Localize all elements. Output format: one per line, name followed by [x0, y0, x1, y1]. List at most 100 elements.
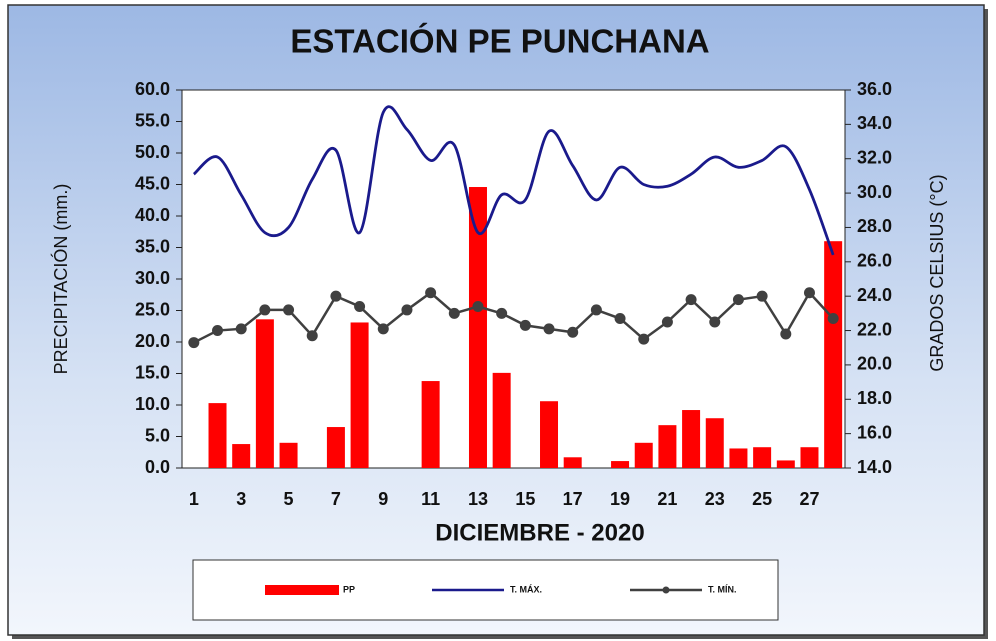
- y-tick-label: 55.0: [135, 110, 170, 130]
- x-tick-label: 13: [468, 489, 488, 509]
- chart-title: ESTACIÓN PE PUNCHANA: [290, 23, 709, 60]
- y-tick-label: 20.0: [135, 331, 170, 351]
- y-axis-label: PRECIPITACIÓN (mm.): [50, 184, 71, 375]
- y2-tick-label: 20.0: [857, 354, 892, 374]
- x-tick-label: 25: [752, 489, 772, 509]
- y2-tick-label: 28.0: [857, 216, 892, 236]
- bar: [421, 381, 440, 468]
- y-tick-label: 15.0: [135, 362, 170, 382]
- marker: [590, 304, 602, 316]
- marker: [803, 287, 815, 299]
- marker: [235, 323, 247, 335]
- bar: [611, 461, 630, 468]
- marker: [188, 337, 200, 349]
- x-axis-label: DICIEMBRE - 2020: [435, 519, 644, 546]
- y2-tick-label: 26.0: [857, 251, 892, 271]
- marker: [827, 313, 839, 325]
- y2-tick-label: 24.0: [857, 285, 892, 305]
- y2-tick-label: 18.0: [857, 388, 892, 408]
- marker: [354, 300, 366, 312]
- x-tick-label: 11: [421, 489, 440, 509]
- y-tick-label: 45.0: [135, 173, 170, 193]
- y-tick-label: 10.0: [135, 394, 170, 414]
- bar: [705, 418, 724, 468]
- bar: [208, 403, 227, 468]
- marker: [283, 304, 295, 316]
- y-tick-label: 60.0: [135, 79, 170, 99]
- bar: [658, 425, 677, 468]
- y-tick-label: 40.0: [135, 205, 170, 225]
- legend-label: T. MÍN.: [708, 584, 737, 594]
- legend-label: PP: [343, 584, 355, 594]
- marker: [425, 287, 437, 299]
- y-tick-label: 25.0: [135, 299, 170, 319]
- bar: [776, 460, 795, 468]
- bar: [279, 442, 298, 468]
- bar: [232, 444, 251, 468]
- x-tick-label: 1: [189, 489, 199, 509]
- x-tick-label: 17: [563, 489, 583, 509]
- marker: [567, 326, 579, 338]
- plot-area: [181, 89, 846, 469]
- marker: [732, 294, 744, 306]
- bar: [753, 447, 772, 468]
- bar: [540, 401, 559, 468]
- x-tick-label: 21: [657, 489, 677, 509]
- line: [192, 105, 835, 256]
- y2-tick-label: 36.0: [857, 79, 892, 99]
- marker: [496, 307, 508, 319]
- y2-tick-label: 22.0: [857, 319, 892, 339]
- bar: [824, 241, 843, 468]
- marker: [306, 330, 318, 342]
- bar: [682, 410, 701, 468]
- y-tick-label: 5.0: [145, 425, 170, 445]
- bar: [729, 448, 748, 468]
- marker: [661, 316, 673, 328]
- bar: [634, 442, 653, 468]
- legend-label: T. MÁX.: [510, 584, 542, 594]
- bar: [800, 447, 819, 468]
- y2-tick-label: 14.0: [857, 457, 892, 477]
- marker: [756, 290, 768, 302]
- bar: [492, 372, 511, 468]
- y2-axis-label: GRADOS CELSIUS (°C): [927, 174, 947, 371]
- bar: [255, 319, 274, 468]
- marker: [685, 294, 697, 306]
- marker: [709, 316, 721, 328]
- bar: [350, 322, 369, 468]
- y2-tick-label: 32.0: [857, 147, 892, 167]
- x-tick-label: 27: [799, 489, 819, 509]
- legend-swatch: [265, 585, 339, 595]
- marker: [472, 300, 484, 312]
- y-tick-label: 35.0: [135, 236, 170, 256]
- x-tick-label: 7: [331, 489, 341, 509]
- y2-tick-label: 30.0: [857, 182, 892, 202]
- y-tick-label: 0.0: [145, 457, 170, 477]
- legend-marker: [662, 586, 670, 594]
- marker: [780, 328, 792, 340]
- x-tick-label: 3: [236, 489, 246, 509]
- marker: [543, 323, 555, 335]
- marker: [638, 333, 650, 345]
- bar: [468, 187, 487, 468]
- bar: [563, 457, 582, 468]
- x-tick-label: 15: [515, 489, 535, 509]
- y2-tick-label: 34.0: [857, 113, 892, 133]
- marker: [614, 313, 626, 325]
- y2-tick-label: 16.0: [857, 422, 892, 442]
- marker: [330, 290, 342, 302]
- marker: [448, 307, 460, 319]
- y-tick-label: 30.0: [135, 268, 170, 288]
- y-tick-label: 50.0: [135, 142, 170, 162]
- line: [193, 290, 835, 344]
- x-tick-label: 23: [705, 489, 725, 509]
- bar: [326, 427, 345, 468]
- x-tick-label: 5: [284, 489, 294, 509]
- marker: [259, 304, 271, 316]
- marker: [401, 304, 413, 316]
- x-tick-label: 19: [610, 489, 630, 509]
- marker: [377, 323, 389, 335]
- marker: [212, 325, 224, 337]
